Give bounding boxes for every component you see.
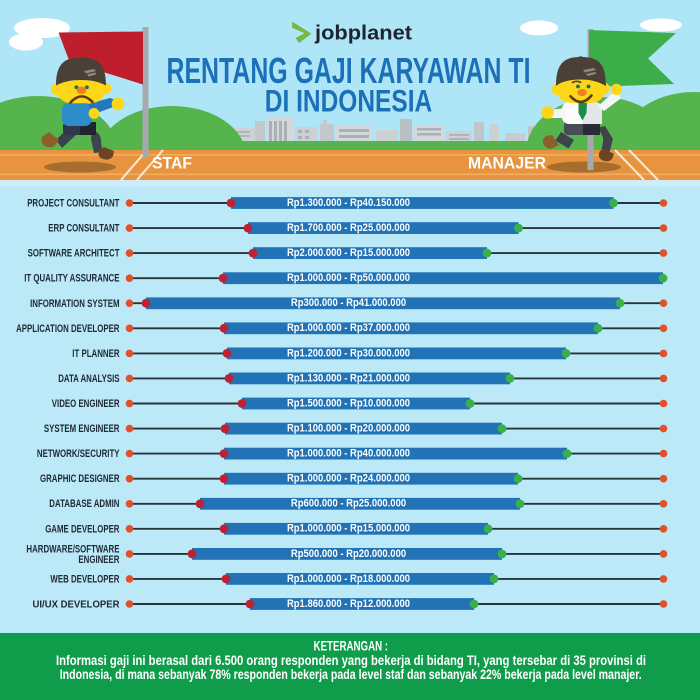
svg-text:UI/UX DEVELOPER: UI/UX DEVELOPER	[33, 599, 120, 611]
svg-text:DATA ANALYSIS: DATA ANALYSIS	[58, 373, 119, 385]
svg-text:HARDWARE/SOFTWARE: HARDWARE/SOFTWARE	[26, 543, 119, 555]
svg-text:SOFTWARE ARCHITECT: SOFTWARE ARCHITECT	[28, 248, 120, 260]
svg-text:Rp300.000 - Rp41.000.000: Rp300.000 - Rp41.000.000	[291, 297, 406, 309]
svg-text:Rp1.200.000 - Rp30.000.000: Rp1.200.000 - Rp30.000.000	[287, 347, 410, 359]
svg-text:GAME DEVELOPER: GAME DEVELOPER	[45, 523, 119, 535]
svg-text:Rp1.000.000 - Rp18.000.000: Rp1.000.000 - Rp18.000.000	[287, 573, 410, 585]
svg-text:INFORMATION SYSTEM: INFORMATION SYSTEM	[30, 298, 119, 310]
svg-text:Rp1.500.000 - Rp10.000.000: Rp1.500.000 - Rp10.000.000	[287, 397, 410, 409]
svg-text:NETWORK/SECURITY: NETWORK/SECURITY	[37, 448, 120, 460]
svg-text:Rp2.000.000 - Rp15.000.000: Rp2.000.000 - Rp15.000.000	[287, 247, 410, 259]
svg-text:Rp1.000.000 - Rp24.000.000: Rp1.000.000 - Rp24.000.000	[287, 473, 410, 485]
svg-text:PROJECT CONSULTANT: PROJECT CONSULTANT	[27, 198, 119, 210]
svg-text:SYSTEM ENGINEER: SYSTEM ENGINEER	[44, 423, 120, 435]
svg-text:Rp1.000.000 - Rp15.000.000: Rp1.000.000 - Rp15.000.000	[287, 523, 410, 535]
svg-text:jobplanet: jobplanet	[314, 23, 412, 45]
svg-text:IT PLANNER: IT PLANNER	[72, 348, 119, 360]
svg-text:Indonesia, di mana sebanyak 78: Indonesia, di mana sebanyak 78% responde…	[60, 667, 642, 682]
svg-text:ENGINEER: ENGINEER	[78, 554, 119, 566]
svg-text:WEB DEVELOPER: WEB DEVELOPER	[50, 573, 119, 585]
svg-text:KETERANGAN :: KETERANGAN :	[314, 638, 389, 653]
svg-text:DI INDONESIA: DI INDONESIA	[265, 83, 433, 119]
svg-text:APPLICATION DEVELOPER: APPLICATION DEVELOPER	[16, 323, 119, 335]
svg-text:IT QUALITY ASSURANCE: IT QUALITY ASSURANCE	[24, 273, 119, 285]
svg-text:Rp1.700.000 - Rp25.000.000: Rp1.700.000 - Rp25.000.000	[287, 222, 410, 234]
svg-text:RENTANG GAJI KARYAWAN TI: RENTANG GAJI KARYAWAN TI	[167, 50, 531, 91]
svg-text:Rp1.300.000 - Rp40.150.000: Rp1.300.000 - Rp40.150.000	[287, 197, 410, 209]
svg-text:Rp1.000.000 - Rp40.000.000: Rp1.000.000 - Rp40.000.000	[287, 448, 410, 460]
svg-text:STAF: STAF	[152, 154, 192, 173]
svg-text:MANAJER: MANAJER	[468, 154, 546, 173]
svg-text:Rp500.000 - Rp20.000.000: Rp500.000 - Rp20.000.000	[291, 548, 406, 560]
svg-text:GRAPHIC DESIGNER: GRAPHIC DESIGNER	[40, 473, 120, 485]
svg-text:ERP CONSULTANT: ERP CONSULTANT	[48, 223, 119, 235]
svg-text:Rp1.000.000 - Rp37.000.000: Rp1.000.000 - Rp37.000.000	[287, 322, 410, 334]
svg-text:Rp1.130.000 - Rp21.000.000: Rp1.130.000 - Rp21.000.000	[287, 372, 410, 384]
svg-text:DATABASE ADMIN: DATABASE ADMIN	[49, 498, 119, 510]
svg-text:Informasi gaji ini berasal dar: Informasi gaji ini berasal dari 6.500 or…	[56, 653, 646, 668]
svg-text:Rp1.860.000 - Rp12.000.000: Rp1.860.000 - Rp12.000.000	[287, 598, 410, 610]
svg-text:Rp1.000.000 - Rp50.000.000: Rp1.000.000 - Rp50.000.000	[287, 272, 410, 284]
svg-text:Rp600.000 - Rp25.000.000: Rp600.000 - Rp25.000.000	[291, 498, 406, 510]
svg-text:VIDEO ENGINEER: VIDEO ENGINEER	[52, 398, 120, 410]
svg-text:Rp1.100.000 - Rp20.000.000: Rp1.100.000 - Rp20.000.000	[287, 423, 410, 435]
